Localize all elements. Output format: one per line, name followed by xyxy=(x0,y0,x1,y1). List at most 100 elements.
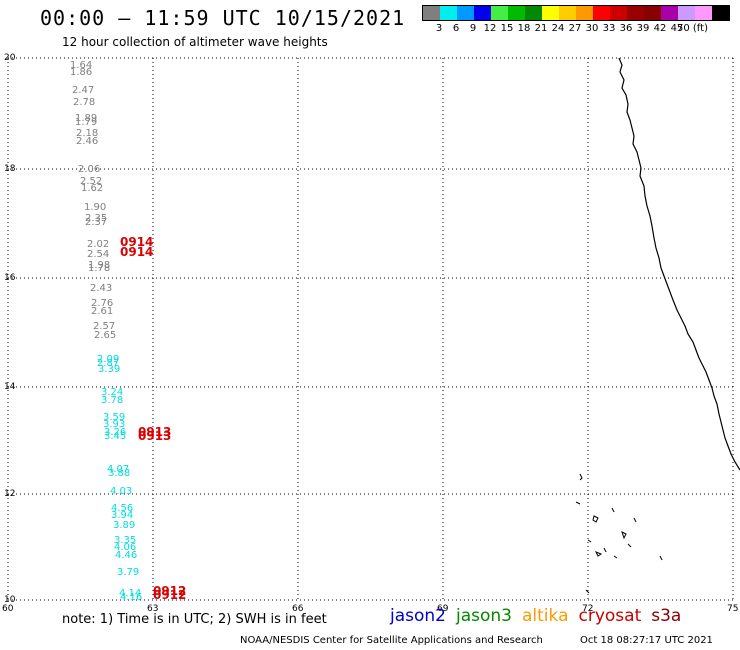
legend-label: 18 xyxy=(517,23,531,34)
legend-swatch xyxy=(457,6,474,20)
wave-height-label: 3.26 xyxy=(104,427,126,438)
wave-height-label: 1.86 xyxy=(70,67,92,78)
legend-label: 21 xyxy=(534,23,548,34)
pass-time-label: 0912 xyxy=(153,584,186,598)
latitude-label: 14 xyxy=(4,382,16,392)
wave-height-label: 4.16 xyxy=(120,592,142,603)
wave-height-label: 3.39 xyxy=(98,364,120,375)
satellite-legend-item: jason3 xyxy=(456,606,512,626)
map-grid xyxy=(7,57,734,601)
legend-swatch xyxy=(491,6,508,20)
wave-height-label: 4.14 xyxy=(119,588,141,599)
latitude-label: 16 xyxy=(4,273,16,283)
wave-height-label: 4.46 xyxy=(115,550,137,561)
legend-swatches xyxy=(422,5,730,21)
legend-swatch xyxy=(610,6,627,20)
longitude-label: 66 xyxy=(292,604,304,614)
legend-swatch xyxy=(423,6,440,20)
wave-height-label: 2.43 xyxy=(90,283,112,294)
wave-height-label: 2.87 xyxy=(97,358,119,369)
satellite-legend-item: cryosat xyxy=(578,606,642,626)
longitude-label: 75 xyxy=(727,604,738,614)
legend-label: 3 xyxy=(435,23,443,34)
wave-height-label: 3.93 xyxy=(103,419,125,430)
wave-height-label: 2.78 xyxy=(73,97,95,108)
satellite-legend-item: jason2 xyxy=(390,606,446,626)
legend-swatch xyxy=(508,6,525,20)
longitude-label: 72 xyxy=(582,604,593,614)
legend-label: 27 xyxy=(568,23,582,34)
pass-time-label: 0914 xyxy=(120,235,153,249)
wave-height-label: 3.89 xyxy=(113,520,135,531)
wave-height-label: 2.54 xyxy=(87,249,109,260)
legend-swatch xyxy=(661,6,678,20)
island-outlines xyxy=(575,473,663,594)
pass-time-label: 0912 xyxy=(153,588,186,602)
page-subtitle: 12 hour collection of altimeter wave hei… xyxy=(62,35,328,49)
credit-text: NOAA/NESDIS Center for Satellite Applica… xyxy=(240,635,543,646)
wave-height-label: 1.79 xyxy=(75,117,97,128)
wave-height-label: 1.90 xyxy=(84,202,106,213)
legend-label: 12 xyxy=(483,23,497,34)
legend-label: 6 xyxy=(452,23,460,34)
wave-height-label: 2.06 xyxy=(78,164,100,175)
wave-height-label: 3.59 xyxy=(103,412,125,423)
legend-swatch xyxy=(593,6,610,20)
pass-time-label: 0914 xyxy=(120,245,153,259)
wave-height-label: 2.02 xyxy=(87,239,109,250)
wave-height-label: 2.61 xyxy=(91,306,113,317)
wave-height-label: 1.64 xyxy=(70,60,92,71)
legend-label: 33 xyxy=(602,23,616,34)
wave-height-label: 1.98 xyxy=(88,260,110,271)
page-title: 00:00 – 11:59 UTC 10/15/2021 xyxy=(40,6,406,30)
wave-height-label: 3.78 xyxy=(101,395,123,406)
satellite-legend-item: altika xyxy=(522,606,569,626)
legend-swatch xyxy=(576,6,593,20)
longitude-label: 60 xyxy=(2,604,14,614)
legend-swatch xyxy=(559,6,576,20)
latitude-label: 18 xyxy=(4,164,16,174)
wave-height-label: 2.65 xyxy=(94,330,116,341)
legend-swatch xyxy=(542,6,559,20)
generated-timestamp: Oct 18 08:27:17 UTC 2021 xyxy=(580,635,713,646)
pass-time-label: 0913 xyxy=(138,429,171,443)
wave-height-label: 4.03 xyxy=(110,486,132,497)
wave-height-label: 1.89 xyxy=(75,113,97,124)
wave-height-label: 1.62 xyxy=(81,183,103,194)
legend-label: 24 xyxy=(551,23,565,34)
legend-swatch xyxy=(627,6,644,20)
pass-time-label: 0913 xyxy=(138,425,171,439)
legend-labels: 3 6 9 12 15 18 21 24 27 30 33 36 39 42 45 70 (ft) xyxy=(422,21,730,35)
wave-height-label: 2.09 xyxy=(97,354,119,365)
legend-label: 70 (ft) xyxy=(677,23,708,34)
wave-height-label: 1.78 xyxy=(88,263,110,274)
wave-height-label: 2.37 xyxy=(85,217,107,228)
legend-label: 42 xyxy=(653,23,667,34)
wave-height-label: 2.46 xyxy=(76,136,98,147)
wave-height-label: 2.35 xyxy=(85,213,107,224)
wave-height-label: 4.56 xyxy=(111,503,133,514)
legend-swatch xyxy=(678,6,695,20)
legend-swatch xyxy=(525,6,542,20)
wave-height-label: 2.52 xyxy=(80,176,102,187)
latitude-label: 12 xyxy=(4,489,15,499)
wave-height-label: 2.76 xyxy=(91,298,113,309)
observation-labels: 1.641.86 2.472.78 1.891.792.182.46 2.062.52… xyxy=(70,60,186,603)
legend-label: 9 xyxy=(469,23,477,34)
legend-label: 30 xyxy=(585,23,599,34)
legend-swatch xyxy=(695,6,712,20)
wave-height-label: 3.88 xyxy=(108,468,130,479)
wave-height-label: 2.18 xyxy=(76,128,98,139)
longitude-label: 69 xyxy=(437,604,449,614)
satellite-legend: jason2 jason3 altika cryosat s3a xyxy=(390,606,681,626)
wave-height-label: 2.57 xyxy=(93,321,115,332)
wave-height-label: 3.35 xyxy=(114,535,136,546)
legend-label: 15 xyxy=(500,23,514,34)
longitude-label: 63 xyxy=(147,604,158,614)
latitude-label: 20 xyxy=(4,53,16,63)
legend-swatch xyxy=(474,6,491,20)
legend-swatch xyxy=(440,6,457,20)
wave-height-label: 3.45 xyxy=(104,431,126,442)
wave-height-label: 4.06 xyxy=(114,542,136,553)
